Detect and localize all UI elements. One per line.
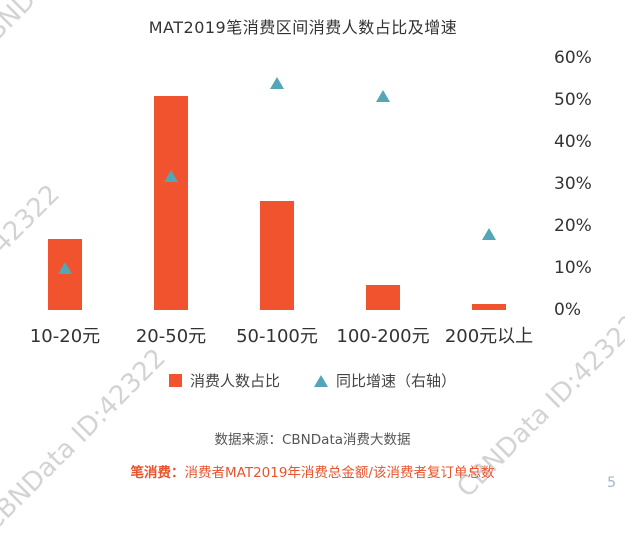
category-label: 100-200元 xyxy=(336,326,430,347)
bar-10-20元 xyxy=(48,238,82,310)
legend-triangle-swatch xyxy=(314,374,328,387)
growth-marker-20-50元 xyxy=(164,169,178,182)
legend-marker-label: 同比增速（右轴） xyxy=(336,372,457,390)
legend: 消费人数占比 同比增速（右轴） xyxy=(0,370,625,391)
category-label: 20-50元 xyxy=(135,326,207,347)
bar-100-200元 xyxy=(366,284,400,310)
chart-title: MAT2019笔消费区间消费人数占比及增速 xyxy=(148,18,458,37)
bar-200元以上 xyxy=(472,303,506,310)
axis-tick: 60% xyxy=(554,48,592,68)
plot-area: 10-20元 20-50元 50-100元 100-200元 200元以上 xyxy=(12,58,542,347)
data-source: 数据来源：CBNData消费大数据 xyxy=(214,432,411,448)
axis-tick: 50% xyxy=(554,90,592,110)
axis-tick: 30% xyxy=(554,174,592,194)
growth-marker-100-200元 xyxy=(376,89,390,102)
category-label: 50-100元 xyxy=(236,326,318,347)
axis-tick: 40% xyxy=(554,132,592,152)
legend-bar-swatch xyxy=(168,374,182,387)
bar-20-50元 xyxy=(154,95,188,310)
footnote: 笔消费：消费者MAT2019年消费总金额/该消费者复订单总数 xyxy=(0,461,625,481)
page-number: 5 xyxy=(607,475,616,491)
axis-tick: 10% xyxy=(554,258,592,278)
category-label: 200元以上 xyxy=(444,326,534,347)
growth-marker-50-100元 xyxy=(270,77,284,90)
right-axis: 60% 50% 40% 30% 20% 10% 0% xyxy=(554,49,620,319)
axis-tick: 0% xyxy=(554,300,581,320)
growth-marker-200元以上 xyxy=(482,228,496,241)
footnote-text: 消费者MAT2019年消费总金额/该消费者复订单总数 xyxy=(184,465,495,481)
growth-marker-10-20元 xyxy=(58,262,72,274)
axis-tick: 20% xyxy=(554,216,592,236)
category-label: 10-20元 xyxy=(29,326,101,347)
bar-50-100元 xyxy=(260,200,294,310)
footnote-lead: 笔消费： xyxy=(130,465,185,481)
legend-bar-label: 消费人数占比 xyxy=(189,372,280,390)
